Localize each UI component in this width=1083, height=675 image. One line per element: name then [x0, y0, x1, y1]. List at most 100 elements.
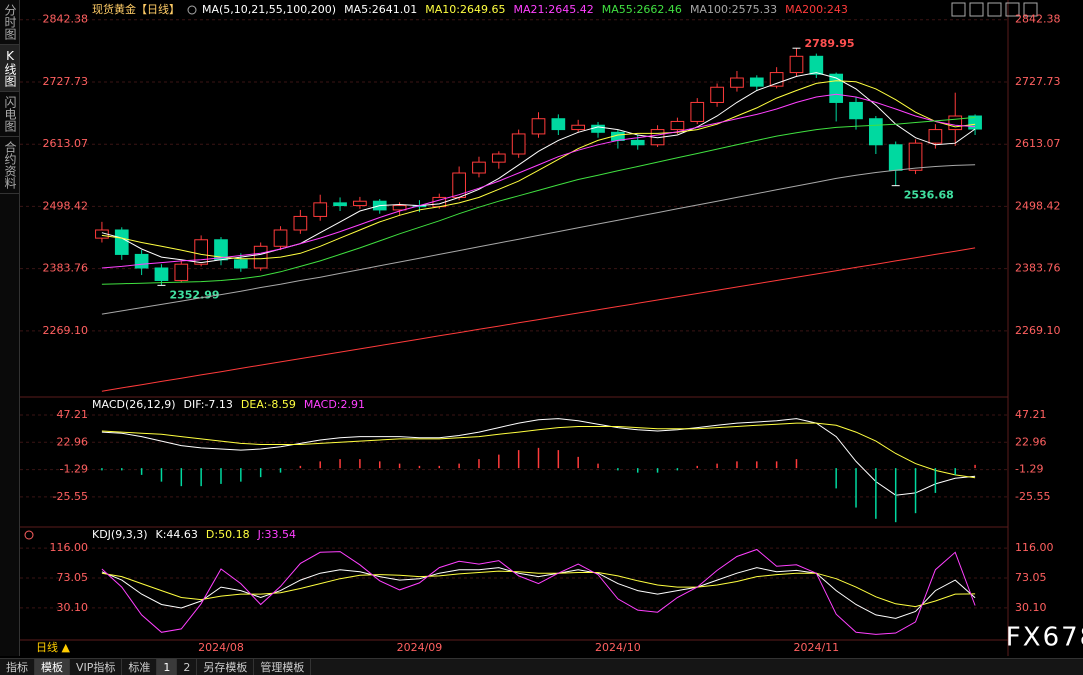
legend-entry: D:50.18 — [206, 528, 250, 541]
candle-body — [869, 118, 883, 146]
legend-entry: MA21:2645.42 — [514, 3, 594, 16]
annotation: 2352.99 — [169, 288, 219, 301]
legend-entry: DEA:-8.59 — [241, 398, 296, 411]
bottom-tab[interactable]: 指标 — [0, 659, 35, 675]
bottom-tab[interactable]: 标准 — [122, 659, 158, 675]
y-tick-label: -25.55 — [1015, 490, 1050, 503]
bottom-tab[interactable]: 1 — [157, 659, 178, 675]
candle-body — [134, 253, 149, 269]
bottom-tab[interactable]: VIP指标 — [70, 659, 123, 675]
y-tick-label: 30.10 — [1015, 601, 1047, 614]
candle-body — [194, 239, 208, 265]
y-tick-label: 116.00 — [1015, 541, 1054, 554]
candle-body — [273, 229, 288, 247]
candle-body — [392, 205, 407, 211]
x-tick-label: 2024/09 — [397, 641, 443, 654]
y-tick-label: 2269.10 — [43, 324, 89, 337]
annotation: 2536.68 — [904, 189, 954, 202]
candle-body — [630, 139, 645, 146]
legend-entry: J:33.54 — [257, 528, 296, 541]
legend-icon — [187, 5, 197, 15]
y-tick-label: 22.96 — [1015, 435, 1047, 448]
period-label[interactable]: 日线 ▲ — [36, 640, 70, 654]
series-line — [101, 93, 976, 269]
side-tab[interactable]: 闪电图 — [0, 92, 19, 137]
candle-body — [174, 263, 189, 281]
annotation: 2789.95 — [804, 37, 854, 50]
y-tick-label: 2842.38 — [43, 13, 89, 26]
candle-body — [491, 153, 506, 163]
legend-entry: MA100:2575.33 — [690, 3, 777, 16]
y-tick-label: -1.29 — [60, 463, 88, 476]
icon[interactable] — [987, 2, 1002, 17]
y-tick-label: 47.21 — [57, 408, 89, 421]
y-tick-label: 2498.42 — [1015, 199, 1061, 212]
y-tick-label: 2498.42 — [43, 199, 89, 212]
y-tick-label: 2727.73 — [43, 75, 89, 88]
y-tick-label: 2383.76 — [1015, 262, 1061, 275]
candle-body — [154, 267, 169, 281]
bottom-tab[interactable]: 模板 — [35, 659, 70, 675]
candle-body — [710, 86, 724, 103]
watermark: FX678 — [1006, 623, 1083, 653]
legend-title: MA(5,10,21,55,100,200) — [202, 3, 336, 16]
candle-body — [591, 124, 605, 133]
series-line — [101, 116, 976, 285]
candle-body — [253, 245, 268, 269]
y-tick-label: 2383.76 — [43, 262, 89, 275]
candle-body — [948, 115, 963, 131]
candle-body — [670, 120, 685, 131]
side-tab[interactable]: 分时图 — [0, 0, 19, 45]
candle-body — [551, 118, 566, 131]
candle-body — [233, 259, 248, 269]
side-tab[interactable]: K线图 — [0, 45, 19, 92]
toolbar-icons[interactable] — [951, 2, 1038, 17]
panel-title: MACD(26,12,9) — [92, 398, 176, 411]
icon[interactable] — [969, 2, 984, 17]
series-line — [101, 418, 976, 496]
candle-body — [293, 215, 308, 231]
candle-body — [690, 101, 705, 122]
legend-entry: MA200:243 — [785, 3, 848, 16]
bottom-tab[interactable]: 管理模板 — [254, 659, 312, 675]
series-line — [101, 422, 976, 479]
bottom-tab[interactable]: 2 — [177, 659, 198, 675]
x-tick-label: 2024/08 — [198, 641, 244, 654]
legend-entry: MACD:2.91 — [304, 398, 365, 411]
series-line — [101, 570, 976, 608]
y-tick-label: 73.05 — [1015, 571, 1047, 584]
y-tick-label: -1.29 — [1015, 463, 1043, 476]
candle-body — [809, 55, 824, 75]
y-tick-label: 73.05 — [57, 571, 89, 584]
candle-body — [333, 202, 347, 207]
icon[interactable] — [1023, 2, 1038, 17]
candle-body — [789, 55, 804, 74]
series-line — [101, 164, 976, 315]
x-tick-label: 2024/11 — [793, 641, 839, 654]
series-line — [101, 80, 976, 260]
candle-body — [908, 142, 923, 171]
legend-entry: MA55:2662.46 — [602, 3, 682, 16]
legend-entry: K:44.63 — [156, 528, 198, 541]
panel-title: 现货黄金【日线】 — [92, 2, 180, 16]
y-tick-label: 2269.10 — [1015, 324, 1061, 337]
candle-body — [928, 129, 943, 144]
bottom-tab[interactable]: 另存模板 — [197, 659, 255, 675]
candle-body — [730, 77, 744, 88]
legend-entry: MA5:2641.01 — [344, 3, 417, 16]
legend-entry: MA10:2649.65 — [425, 3, 505, 16]
candle-body — [511, 133, 526, 155]
bottom-tabs: 指标 模板 VIP指标 标准 1 2 另存模板 管理模板 — [0, 658, 1083, 675]
series-line — [101, 548, 976, 635]
y-tick-label: 116.00 — [50, 541, 89, 554]
icon[interactable] — [1005, 2, 1020, 17]
side-tab[interactable]: 合约资料 — [0, 137, 19, 194]
candle-body — [313, 202, 328, 217]
candle-body — [849, 101, 863, 120]
y-tick-label: 2727.73 — [1015, 75, 1061, 88]
icon[interactable] — [951, 2, 966, 17]
candle-body — [888, 144, 903, 171]
series-line — [101, 247, 976, 392]
settings-icon[interactable] — [24, 530, 34, 540]
